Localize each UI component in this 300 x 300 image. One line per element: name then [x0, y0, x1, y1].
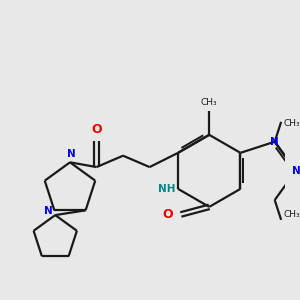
Text: N: N [270, 137, 279, 147]
Text: CH₃: CH₃ [201, 98, 217, 107]
Text: CH₃: CH₃ [283, 210, 300, 219]
Text: CH₃: CH₃ [283, 119, 300, 128]
Text: N: N [67, 149, 75, 160]
Text: N: N [292, 166, 300, 176]
Text: O: O [163, 208, 173, 221]
Text: O: O [91, 123, 102, 136]
Text: NH: NH [158, 184, 175, 194]
Text: N: N [44, 206, 52, 216]
